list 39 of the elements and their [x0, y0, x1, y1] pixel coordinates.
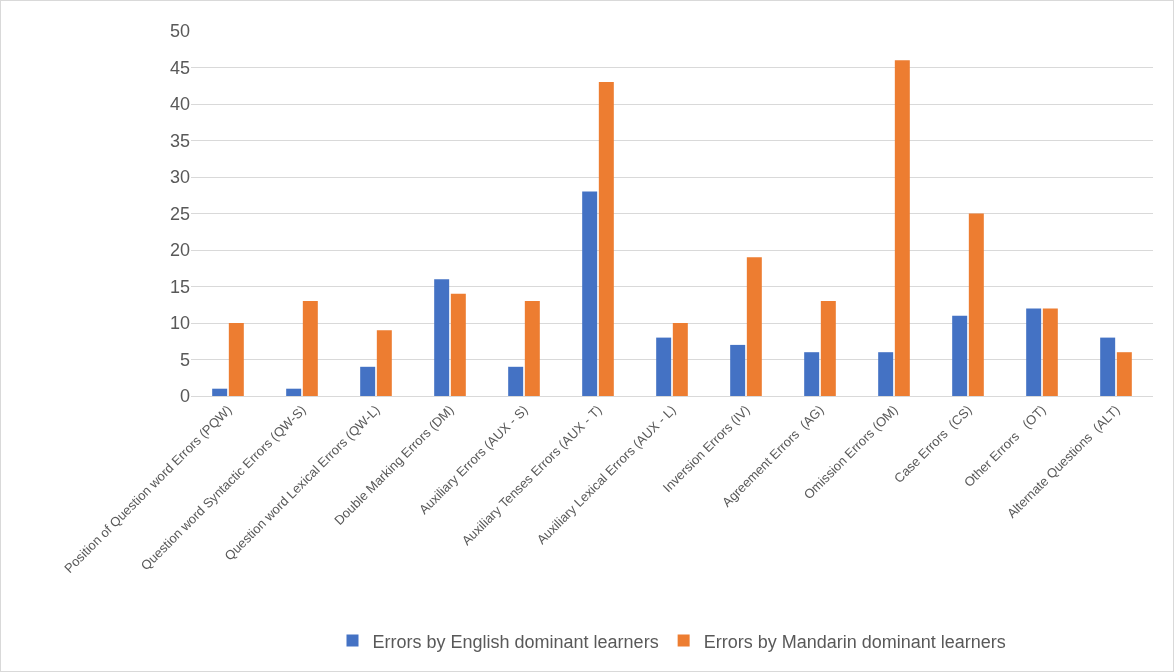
bar	[286, 388, 302, 396]
y-tick-label: 30	[169, 167, 190, 188]
legend-label: Errors by Mandarin dominant learners	[703, 631, 1006, 652]
bar	[598, 82, 614, 396]
y-tick-label: 10	[169, 313, 190, 334]
bar	[228, 323, 244, 396]
bar	[894, 60, 910, 396]
bar	[746, 257, 762, 396]
legend-label: Errors by English dominant learners	[372, 631, 659, 652]
y-tick-label: 40	[169, 94, 190, 115]
y-tick-label: 25	[169, 203, 190, 224]
bar	[212, 388, 228, 396]
bar	[878, 352, 894, 396]
bar	[360, 366, 376, 396]
bar	[524, 301, 540, 396]
bar	[508, 366, 524, 396]
y-tick-label: 45	[169, 57, 190, 78]
bar	[302, 301, 318, 396]
bar	[582, 191, 598, 396]
bar	[376, 330, 392, 396]
bar	[672, 323, 688, 396]
bar	[730, 344, 746, 396]
bar	[656, 337, 672, 396]
bar	[820, 301, 836, 396]
bar	[450, 293, 466, 396]
y-tick-label: 20	[169, 240, 190, 261]
bar	[804, 352, 820, 396]
bar	[1116, 352, 1132, 396]
y-tick-label: 35	[169, 130, 190, 151]
bar	[1100, 337, 1116, 396]
bar	[1026, 308, 1042, 396]
bar	[968, 213, 984, 396]
y-tick-label: 5	[179, 349, 190, 370]
bar	[434, 279, 450, 396]
bar	[952, 315, 968, 396]
bar	[1042, 308, 1058, 396]
y-tick-label: 15	[169, 276, 190, 297]
y-tick-label: 50	[169, 21, 190, 42]
y-tick-label: 0	[179, 386, 190, 407]
